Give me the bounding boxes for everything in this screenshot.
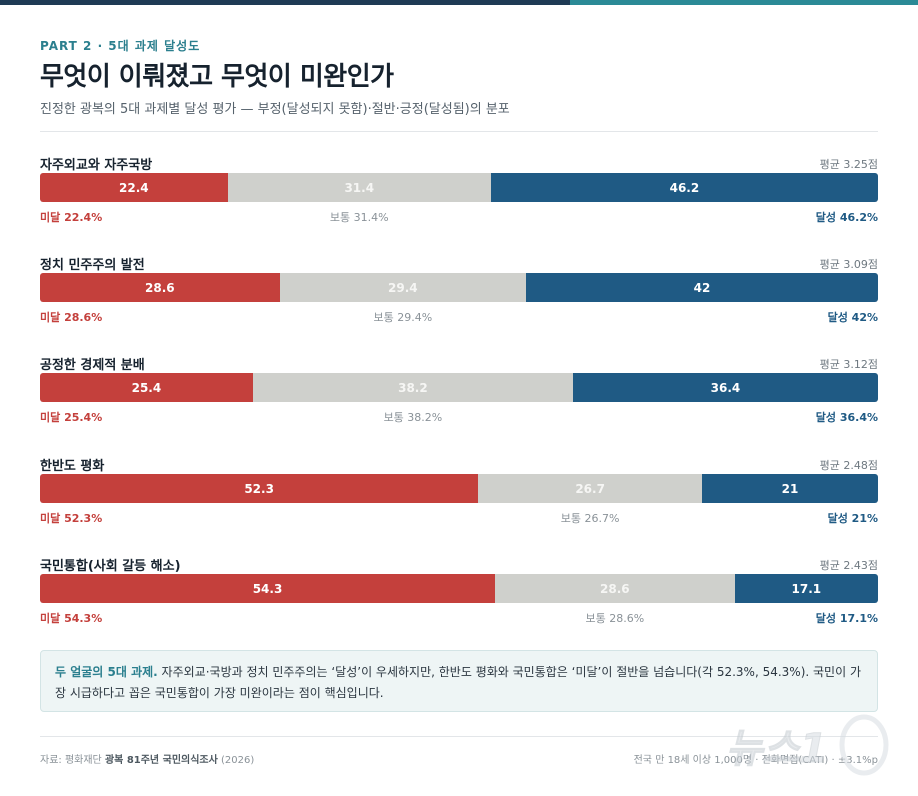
legend-positive-label: 달성 46.2% [815,211,878,224]
legend-negative-label: 미달 52.3% [40,512,103,525]
watermark-text: 뉴스1 [726,726,827,772]
bar-segment-negative: 52.3 [40,474,479,503]
bar-segment-negative: 22.4 [40,173,228,202]
stacked-bar: 28.6 29.4 42 [40,273,878,302]
category-label: 자주외교와 자주국방 [40,158,153,173]
page-subtitle: 진정한 광복의 5대 과제별 달성 평가 — 부정(달성되지 못함)·절반·긍정… [40,102,510,117]
source-credit: 자료: 평화재단 광복 81주년 국민의식조사 (2026) [40,751,254,766]
bar-segment-negative: 25.4 [40,373,253,402]
legend-negative-label: 미달 28.6% [40,311,103,324]
news1-watermark-logo: 뉴스1 [726,714,889,776]
legend-negative-label: 미달 54.3% [40,612,103,625]
category-label: 공정한 경제적 분배 [40,358,145,373]
legend-negative-label: 미달 22.4% [40,211,103,224]
top-accent-bar [0,0,918,5]
bar-segment-negative: 28.6 [40,273,280,302]
bar-segment-neutral: 26.7 [478,474,702,503]
average-score: 평균 3.25점 [819,158,878,171]
bar-segment-positive: 36.4 [572,373,878,402]
chart-row: 정치 민주주의 발전 평균 3.09점 28.6 29.4 42 미달 28.6% 보통 2… [40,254,878,334]
insight-body: 자주외교·국방과 정치 민주주의는 ‘달성’이 우세하지만, 한반도 평화와 국… [55,665,861,700]
footer-divider [40,736,878,737]
average-score: 평균 3.09점 [819,258,878,271]
chart-row: 국민통합(사회 갈등 해소) 평균 2.43점 54.3 28.6 17.1 미달 54.… [40,555,878,635]
section-eyebrow: PART 2 · 5대 과제 달성도 [40,39,201,53]
header-divider [40,131,878,132]
legend-positive-label: 달성 21% [827,512,878,525]
chart-row: 한반도 평화 평균 2.48점 52.3 26.7 21 미달 52.3% 보통 26.7%… [40,455,878,535]
source-year: (2026) [217,755,255,766]
survey-method: 전국 만 18세 이상 1,000명 · 전화면접(CATI) · ±3.1%p [633,755,878,766]
source-survey: 광복 81주년 국민의식조사 [104,755,218,766]
top-accent-highlight [570,0,918,5]
chart-row: 공정한 경제적 분배 평균 3.12점 25.4 38.2 36.4 미달 25.4% 보통… [40,354,878,434]
category-label: 한반도 평화 [40,459,105,474]
source-prefix: 자료: 평화재단 [40,755,105,766]
stacked-bar: 22.4 31.4 46.2 [40,173,878,202]
legend-negative-label: 미달 25.4% [40,411,103,424]
insight-lead: 두 얼굴의 5대 과제. [55,665,158,679]
average-score: 평균 2.48점 [819,459,878,472]
legend-positive-label: 달성 36.4% [815,411,878,424]
bar-segment-negative: 54.3 [40,574,496,603]
legend-positive-label: 달성 17.1% [815,612,878,625]
bar-segment-positive: 46.2 [490,173,878,202]
legend-neutral-label: 보통 29.4% [373,311,433,324]
legend-neutral-label: 보통 31.4% [329,211,389,224]
insight-note: 두 얼굴의 5대 과제. 자주외교·국방과 정치 민주주의는 ‘달성’이 우세하… [40,650,878,712]
legend-positive-label: 달성 42% [827,311,878,324]
chart-row: 자주외교와 자주국방 평균 3.25점 22.4 31.4 46.2 미달 22.4% 보통… [40,154,878,234]
bar-segment-positive: 21 [702,474,878,503]
bar-segment-neutral: 38.2 [252,373,573,402]
watermark-ring-icon [839,714,889,776]
category-label: 국민통합(사회 갈등 해소) [40,559,181,574]
bar-segment-neutral: 28.6 [495,574,735,603]
average-score: 평균 2.43점 [819,559,878,572]
stacked-bar: 52.3 26.7 21 [40,474,878,503]
legend-neutral-label: 보통 38.2% [383,411,443,424]
bar-segment-positive: 17.1 [734,574,878,603]
average-score: 평균 3.12점 [819,358,878,371]
bar-segment-neutral: 29.4 [279,273,527,302]
legend-neutral-label: 보통 28.6% [585,612,645,625]
bar-segment-neutral: 31.4 [227,173,491,202]
stacked-bar: 25.4 38.2 36.4 [40,373,878,402]
stacked-bar: 54.3 28.6 17.1 [40,574,878,603]
page-title: 무엇이 이뤄졌고 무엇이 미완인가 [40,62,394,92]
bar-segment-positive: 42 [526,273,878,302]
category-label: 정치 민주주의 발전 [40,258,145,273]
legend-neutral-label: 보통 26.7% [560,512,620,525]
